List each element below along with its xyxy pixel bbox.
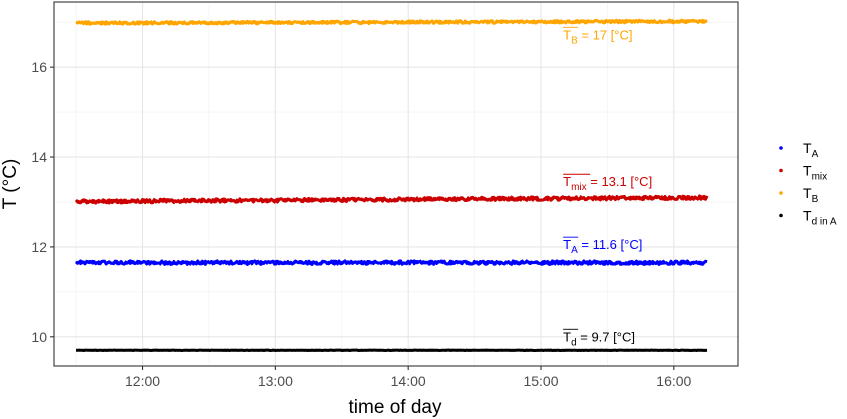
x-tick-label: 12:00 [125,373,160,389]
mean-annotation: TB = 17 [°C] [563,26,632,46]
mean-annotation: Tmix = 13.1 [°C] [563,173,652,193]
series-t_b [75,18,708,26]
series-trace [75,259,708,266]
series-layer [74,18,709,352]
legend-label: TB [803,185,819,205]
mean-annotation: Td = 9.7 [°C] [563,328,635,348]
legend-key-dot [779,191,783,195]
panel-frame [53,1,739,367]
legend-key-dot [779,168,783,173]
panel-border [53,1,739,367]
annotations: TB = 17 [°C] Tmix = 13.1 [°C] TA = 11.6 [°… [563,26,652,348]
axes: 12:00 13:00 14:00 15:00 16:00 10 12 14 16 [31,59,691,389]
mean-annotation-text: TB = 17 [°C] [563,27,632,46]
series-trace [76,348,707,352]
legend-key-dot [779,213,783,218]
legend-item: Td in A [779,208,837,228]
legend-item: TB [779,185,819,205]
mean-annotation-text: TA = 11.6 [°C] [563,237,642,256]
series-trace [75,194,708,205]
x-tick-label: 15:00 [523,373,558,389]
mean-annotation-text: Td = 9.7 [°C] [563,329,635,348]
legend-item: Tmix [779,163,827,183]
x-axis-title: time of day [349,397,442,418]
x-tick-label: 13:00 [258,373,293,389]
series-t_d-in-a [76,348,708,352]
mean-annotation-text: Tmix = 13.1 [°C] [563,174,652,193]
panel-background [54,2,738,366]
series-t_mix [74,194,709,205]
y-tick-label: 14 [31,149,47,165]
series-trace [75,19,708,26]
legend-label: Td in A [803,208,837,228]
y-tick-label: 16 [31,59,47,75]
mean-annotation: TA = 11.6 [°C] [563,236,642,256]
legend-item: TA [779,140,819,160]
y-tick-label: 10 [31,329,47,345]
plot-panel [54,2,738,366]
legend-key-dot [779,146,783,150]
y-tick-label: 12 [31,239,47,255]
x-tick-label: 14:00 [391,373,426,389]
legend-label: Tmix [803,163,827,183]
legend-label: TA [803,140,819,160]
x-tick-label: 16:00 [656,373,691,389]
y-axis-title: T (°C) [0,159,21,210]
series-t_a [75,259,708,266]
